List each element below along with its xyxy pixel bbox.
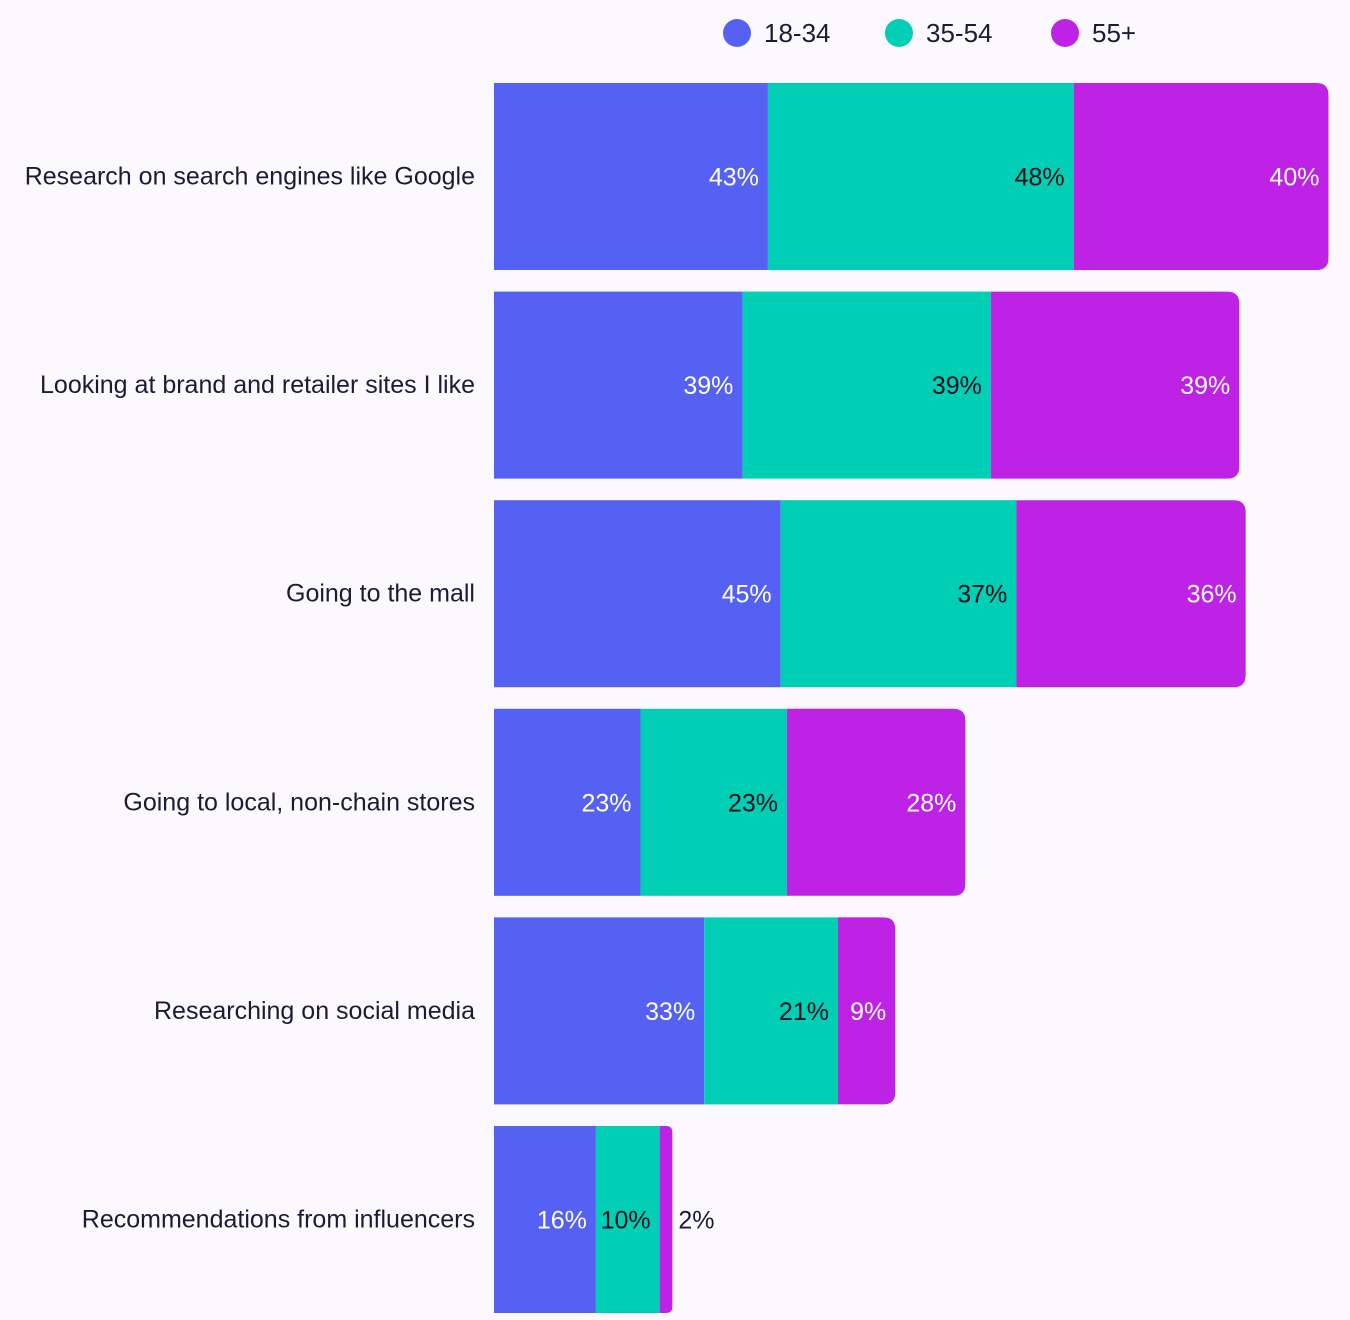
bar-value-label: 36% (1187, 581, 1237, 609)
legend-label: 35-54 (926, 18, 993, 48)
bar-value-label: 43% (709, 164, 759, 192)
category-label: Research on search engines like Google (25, 163, 475, 191)
bar-segment-18-34 (494, 1126, 596, 1313)
bar-segment-18-34 (494, 917, 705, 1105)
bar-segment-35-54 (742, 291, 991, 479)
bar-segment-55+ (659, 1126, 673, 1313)
bar-row: Going to local, non-chain stores 23% 23% 28… (123, 708, 966, 896)
legend-item-18-34: 18-34 (723, 18, 831, 48)
legend-swatch (1051, 19, 1079, 47)
bar-row: Going to the mall 45% 37% 36% (286, 500, 1246, 688)
bar-value-label: 39% (1180, 372, 1230, 400)
bar-row: Looking at brand and retailer sites I li… (40, 291, 1240, 479)
category-label: Looking at brand and retailer sites I li… (40, 371, 475, 399)
bar-value-label: 40% (1269, 164, 1319, 192)
bar-value-label: 37% (957, 581, 1007, 609)
legend: 18-34 35-54 55+ (723, 18, 1136, 48)
bar-value-label: 23% (728, 789, 778, 817)
bar-value-label: 16% (537, 1207, 587, 1235)
bar-value-label: 33% (645, 998, 695, 1026)
bar-segment-55+ (837, 917, 896, 1105)
bar-segment-55+ (1073, 83, 1329, 270)
bar-value-label: 23% (581, 789, 631, 817)
bar-segment-18-34 (494, 500, 781, 688)
bars: Research on search engines like Google 43… (25, 83, 1329, 1313)
legend-label: 18-34 (764, 18, 831, 48)
legend-swatch (723, 19, 751, 47)
bar-row: Researching on social media 33% 21% 9% (154, 917, 896, 1105)
bar-value-label: 39% (932, 372, 982, 400)
legend-item-35-54: 35-54 (885, 18, 993, 48)
bar-value-label: 10% (601, 1207, 651, 1235)
bar-segment-55+ (1016, 500, 1246, 688)
bar-segment-55+ (787, 708, 966, 896)
bar-value-label: 2% (678, 1207, 714, 1235)
bar-segment-35-54 (595, 1126, 660, 1313)
legend-label: 55+ (1092, 18, 1136, 48)
bar-segment-35-54 (640, 708, 788, 896)
bar-segment-55+ (990, 291, 1240, 479)
bar-value-label: 39% (683, 372, 733, 400)
category-label: Researching on social media (154, 997, 475, 1025)
bar-value-label: 9% (850, 998, 886, 1026)
bar-value-label: 28% (906, 789, 956, 817)
bar-segment-35-54 (767, 83, 1074, 270)
bar-segment-18-34 (494, 291, 743, 479)
bar-row: Recommendations from influencers 16% 10% 2% (82, 1126, 715, 1313)
category-label: Going to the mall (286, 580, 475, 608)
bar-value-label: 45% (722, 581, 772, 609)
bar-segment-18-34 (494, 708, 641, 896)
bar-row: Research on search engines like Google 43… (25, 83, 1329, 270)
bar-value-label: 21% (779, 998, 829, 1026)
bar-segment-35-54 (704, 917, 838, 1105)
bar-value-label: 48% (1015, 164, 1065, 192)
category-label: Going to local, non-chain stores (123, 788, 475, 816)
legend-swatch (885, 19, 913, 47)
bar-segment-18-34 (494, 83, 768, 270)
bar-segment-35-54 (780, 500, 1017, 688)
category-label: Recommendations from influencers (82, 1206, 475, 1234)
legend-item-55+: 55+ (1051, 18, 1136, 48)
